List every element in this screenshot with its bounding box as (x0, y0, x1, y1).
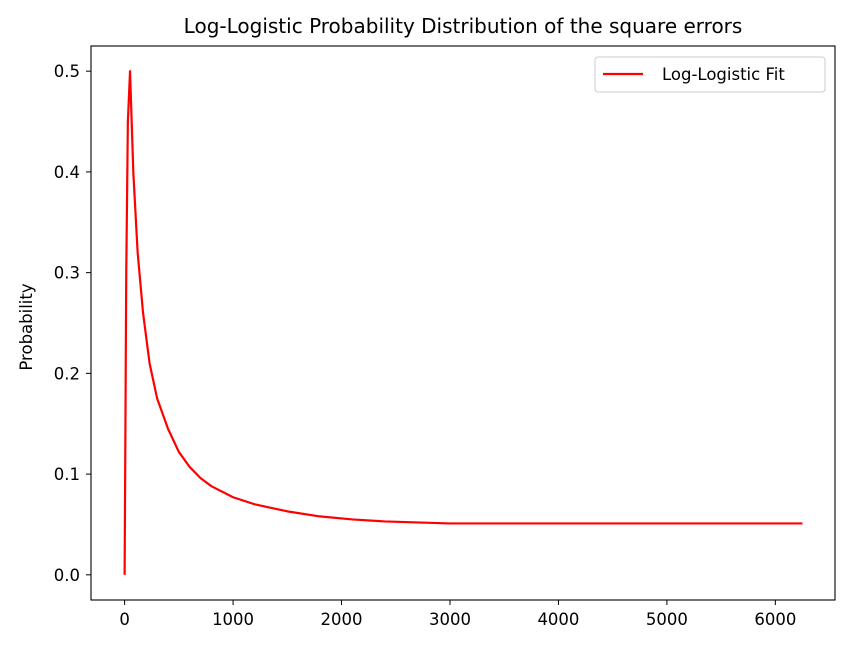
legend-label-0: Log-Logistic Fit (662, 65, 785, 84)
x-tick-label-4000: 4000 (537, 610, 579, 629)
y-tick-label-3: 0.3 (54, 264, 80, 283)
axes-frame (90, 45, 836, 601)
series-line-0 (123, 70, 803, 575)
y-tick-label-1: 0.1 (54, 465, 80, 484)
chart-title: Log-Logistic Probability Distribution of… (184, 14, 743, 38)
y-axis-label: Probability (17, 283, 36, 370)
y-tick-label-4: 0.4 (54, 163, 80, 182)
x-tick-label-1000: 1000 (212, 610, 254, 629)
y-tick-label-2: 0.2 (54, 364, 80, 383)
y-tick-label-5: 0.5 (54, 62, 80, 81)
plot-area: 0 1000 2000 3000 4000 5000 6000 0.0 0.1 0.2 0.3 0.4… (54, 45, 836, 629)
x-tick-label-3000: 3000 (429, 610, 471, 629)
legend: Log-Logistic Fit (594, 56, 826, 93)
y-tick-label-0: 0.0 (54, 566, 80, 585)
x-tick-label-5000: 5000 (646, 610, 688, 629)
x-tick-label-0: 0 (119, 610, 130, 629)
legend-box (594, 56, 826, 93)
x-tick-label-2000: 2000 (321, 610, 363, 629)
x-tick-label-6000: 6000 (754, 610, 796, 629)
